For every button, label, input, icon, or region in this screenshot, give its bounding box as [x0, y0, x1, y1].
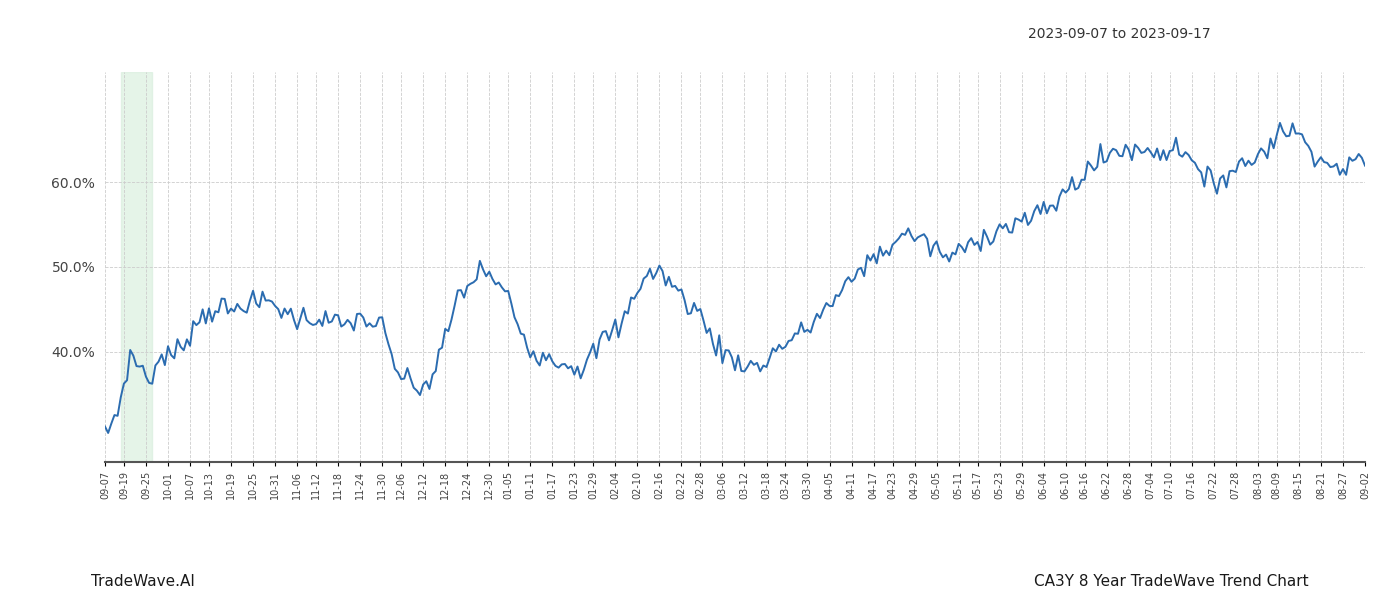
Text: TradeWave.AI: TradeWave.AI — [91, 574, 195, 589]
Text: 2023-09-07 to 2023-09-17: 2023-09-07 to 2023-09-17 — [1029, 27, 1211, 41]
Bar — [120, 72, 153, 462]
Text: CA3Y 8 Year TradeWave Trend Chart: CA3Y 8 Year TradeWave Trend Chart — [1035, 574, 1309, 589]
